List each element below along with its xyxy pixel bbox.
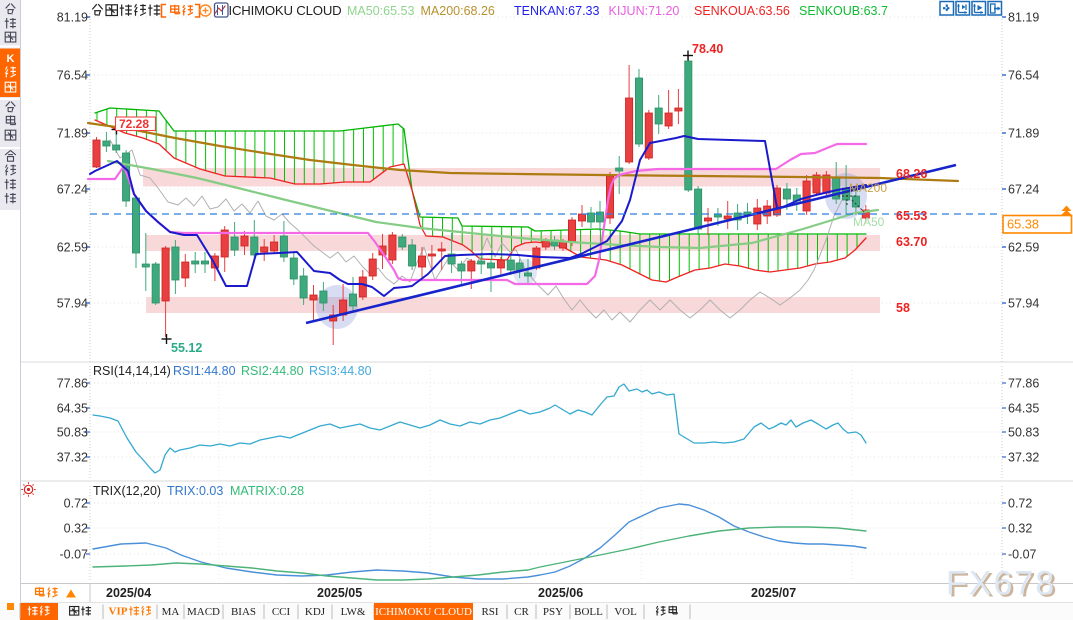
svg-text:MA50: MA50 bbox=[853, 215, 885, 229]
svg-text:81.19: 81.19 bbox=[1008, 11, 1039, 25]
svg-text:0.32: 0.32 bbox=[64, 522, 88, 536]
svg-text:BIAS: BIAS bbox=[231, 606, 256, 618]
svg-text:37.32: 37.32 bbox=[1008, 451, 1039, 465]
svg-text:2025/06: 2025/06 bbox=[538, 586, 583, 600]
svg-text:37.32: 37.32 bbox=[57, 451, 88, 465]
svg-text:-0.07: -0.07 bbox=[1008, 548, 1037, 562]
svg-text:62.59: 62.59 bbox=[57, 241, 88, 255]
svg-text:67.24: 67.24 bbox=[1008, 183, 1039, 197]
svg-text:RSI1:44.80: RSI1:44.80 bbox=[173, 364, 236, 378]
svg-text:72.28: 72.28 bbox=[119, 117, 149, 131]
svg-text:MACD: MACD bbox=[187, 606, 220, 618]
svg-text:0.72: 0.72 bbox=[1008, 497, 1032, 511]
svg-text:50.83: 50.83 bbox=[1008, 426, 1039, 440]
svg-text:SENKOUA:63.56: SENKOUA:63.56 bbox=[694, 4, 790, 18]
svg-text:58: 58 bbox=[896, 301, 910, 315]
svg-text:CR: CR bbox=[514, 606, 529, 618]
svg-text:65.38: 65.38 bbox=[1007, 217, 1039, 232]
svg-text:ICHIMOKU CLOUD: ICHIMOKU CLOUD bbox=[229, 3, 342, 18]
svg-text:-0.07: -0.07 bbox=[60, 548, 89, 562]
svg-text:CCI: CCI bbox=[272, 606, 291, 618]
svg-text:K: K bbox=[7, 53, 15, 65]
svg-text:57.94: 57.94 bbox=[57, 297, 88, 311]
svg-text:FX678: FX678 bbox=[949, 567, 1059, 605]
svg-text:KIJUN:71.20: KIJUN:71.20 bbox=[609, 4, 680, 18]
svg-text:55.12: 55.12 bbox=[171, 341, 202, 355]
svg-text:0.72: 0.72 bbox=[64, 497, 88, 511]
svg-text:71.89: 71.89 bbox=[57, 127, 88, 141]
svg-text:76.54: 76.54 bbox=[1008, 69, 1039, 83]
svg-text:TRIX(12,20): TRIX(12,20) bbox=[93, 484, 161, 498]
svg-text:68.26: 68.26 bbox=[896, 167, 927, 181]
svg-text:71.89: 71.89 bbox=[1008, 127, 1039, 141]
svg-text:57.94: 57.94 bbox=[1008, 297, 1039, 311]
svg-text:RSI3:44.80: RSI3:44.80 bbox=[309, 364, 372, 378]
svg-text:KDJ: KDJ bbox=[305, 606, 326, 618]
svg-text:TRIX:0.03: TRIX:0.03 bbox=[167, 484, 223, 498]
svg-text:MA200:68.26: MA200:68.26 bbox=[421, 4, 495, 18]
svg-text:2025/07: 2025/07 bbox=[751, 586, 796, 600]
svg-text:50.83: 50.83 bbox=[57, 426, 88, 440]
svg-text:VIP: VIP bbox=[109, 606, 128, 618]
svg-text:MA200: MA200 bbox=[849, 181, 887, 195]
svg-text:77.86: 77.86 bbox=[1008, 377, 1039, 391]
svg-text:81.19: 81.19 bbox=[57, 11, 88, 25]
svg-text:ICHIMOKU CLOUD: ICHIMOKU CLOUD bbox=[375, 606, 472, 618]
svg-text:67.24: 67.24 bbox=[57, 183, 88, 197]
svg-text:65.53: 65.53 bbox=[896, 209, 927, 223]
svg-text:76.54: 76.54 bbox=[57, 69, 88, 83]
svg-text:0.32: 0.32 bbox=[1008, 522, 1032, 536]
svg-text:RSI: RSI bbox=[481, 606, 498, 618]
svg-text:LW&: LW& bbox=[341, 606, 366, 618]
svg-text:MATRIX:0.28: MATRIX:0.28 bbox=[230, 484, 304, 498]
svg-text:2025/04: 2025/04 bbox=[106, 586, 151, 600]
svg-text:2025/05: 2025/05 bbox=[317, 586, 362, 600]
svg-text:TENKAN:67.33: TENKAN:67.33 bbox=[514, 4, 600, 18]
svg-text:FX678: FX678 bbox=[946, 565, 1056, 603]
svg-text:MA50:65.53: MA50:65.53 bbox=[347, 4, 414, 18]
svg-text:SENKOUB:63.7: SENKOUB:63.7 bbox=[799, 4, 888, 18]
svg-text:VOL: VOL bbox=[614, 606, 637, 618]
svg-text:64.35: 64.35 bbox=[57, 402, 88, 416]
svg-text:PSY: PSY bbox=[543, 606, 563, 618]
svg-text:77.86: 77.86 bbox=[57, 377, 88, 391]
svg-text:64.35: 64.35 bbox=[1008, 402, 1039, 416]
svg-text:RSI(14,14,14): RSI(14,14,14) bbox=[93, 364, 171, 378]
svg-text:BOLL: BOLL bbox=[574, 606, 603, 618]
svg-text:63.70: 63.70 bbox=[896, 235, 927, 249]
svg-text:62.59: 62.59 bbox=[1008, 241, 1039, 255]
svg-text:MA: MA bbox=[162, 606, 180, 618]
svg-text:RSI2:44.80: RSI2:44.80 bbox=[241, 364, 304, 378]
svg-text:78.40: 78.40 bbox=[692, 42, 723, 56]
